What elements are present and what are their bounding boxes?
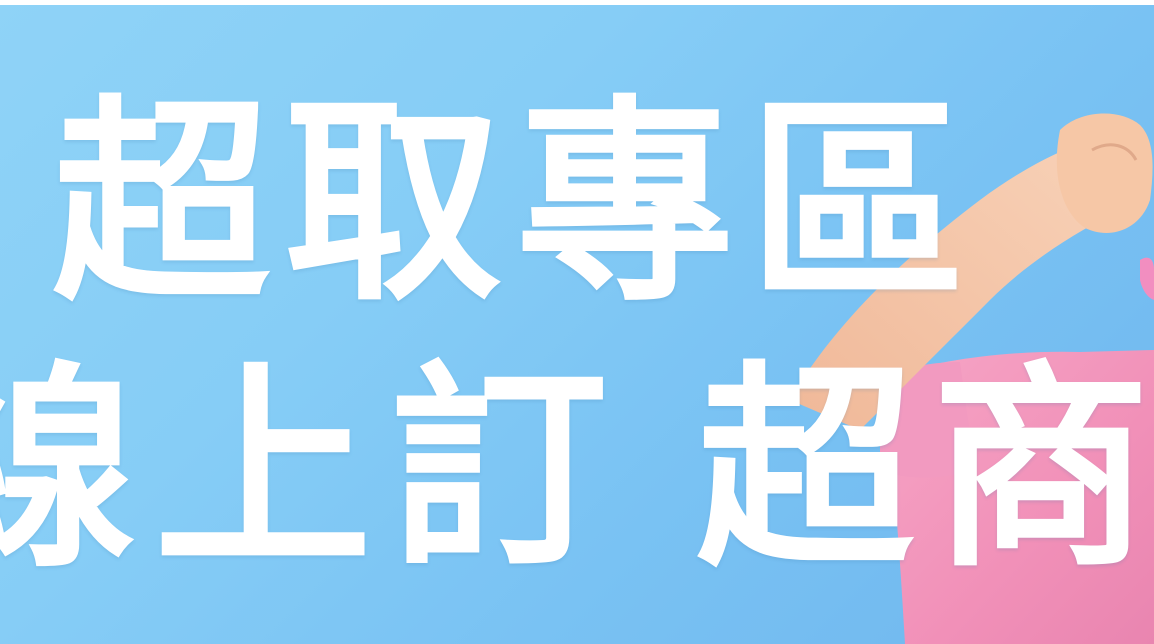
headline-line-1: 超取專區 — [52, 78, 980, 331]
headline-line-2-right: 超商取 — [696, 344, 1154, 597]
sleeve-shape — [880, 362, 975, 478]
fist-shape — [1056, 113, 1153, 233]
headline-line-2-left: 線上訂 — [0, 344, 626, 597]
top-border — [0, 0, 1154, 5]
headline-line-2: 線上訂超商取 — [0, 362, 1154, 580]
arm-shape — [790, 140, 1120, 430]
